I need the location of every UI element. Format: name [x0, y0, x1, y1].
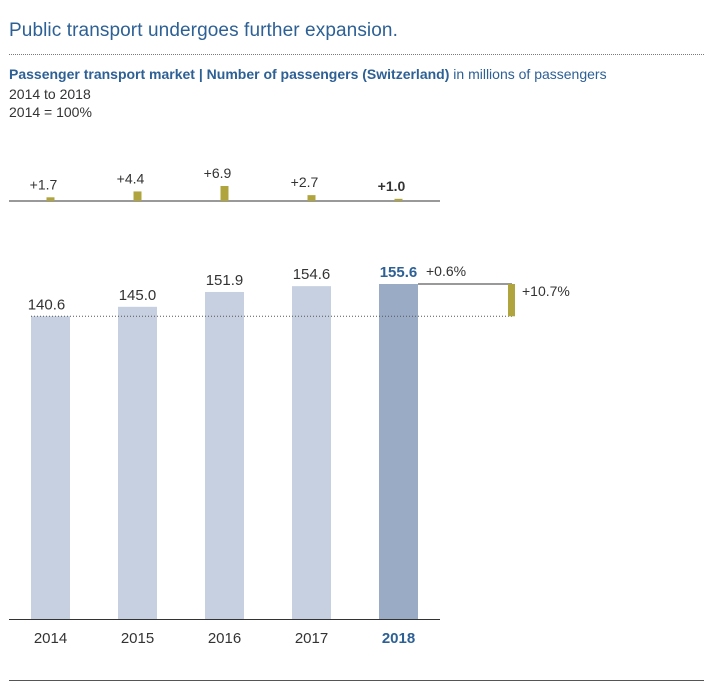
x-tick-label: 2018 — [382, 630, 415, 647]
change-bar — [46, 197, 55, 201]
x-tick-label: 2014 — [34, 630, 67, 647]
bottom-divider — [9, 680, 704, 681]
x-tick-label: 2016 — [208, 630, 241, 647]
change-label: +1.0 — [378, 178, 406, 194]
value-label: 151.9 — [206, 272, 244, 289]
change-bar — [307, 195, 316, 201]
bar — [118, 306, 157, 619]
chart-title: Passenger transport market | Number of p… — [9, 66, 450, 82]
change-bar — [220, 186, 229, 201]
chart-headline: Public transport undergoes further expan… — [9, 20, 398, 41]
x-tick-label: 2017 — [295, 630, 328, 647]
change-bar — [133, 191, 142, 201]
bar — [205, 291, 244, 619]
chart-subtitle: Passenger transport market | Number of p… — [9, 66, 607, 82]
chart-period: 2014 to 2018 — [9, 86, 91, 102]
change-label: +1.7 — [30, 176, 58, 192]
value-label: 140.6 — [28, 296, 66, 313]
total-change-label: +10.7% — [522, 283, 570, 299]
chart-unit: in millions of passengers — [449, 66, 607, 82]
chart-base-note: 2014 = 100% — [9, 104, 92, 120]
headline-divider — [9, 54, 704, 55]
x-tick-label: 2015 — [121, 630, 154, 647]
change-label: +4.4 — [117, 170, 145, 186]
total-change-bar — [508, 284, 515, 317]
change-label: +2.7 — [291, 174, 319, 190]
bar — [379, 284, 418, 619]
change-label: +6.9 — [204, 165, 232, 181]
value-label: 154.6 — [293, 266, 331, 283]
value-label: 155.6 — [380, 264, 418, 281]
bar — [292, 286, 331, 619]
yoy-change-label: +0.6% — [426, 263, 466, 279]
bar — [31, 316, 70, 619]
value-label: 145.0 — [119, 287, 157, 304]
change-bar — [394, 198, 403, 201]
